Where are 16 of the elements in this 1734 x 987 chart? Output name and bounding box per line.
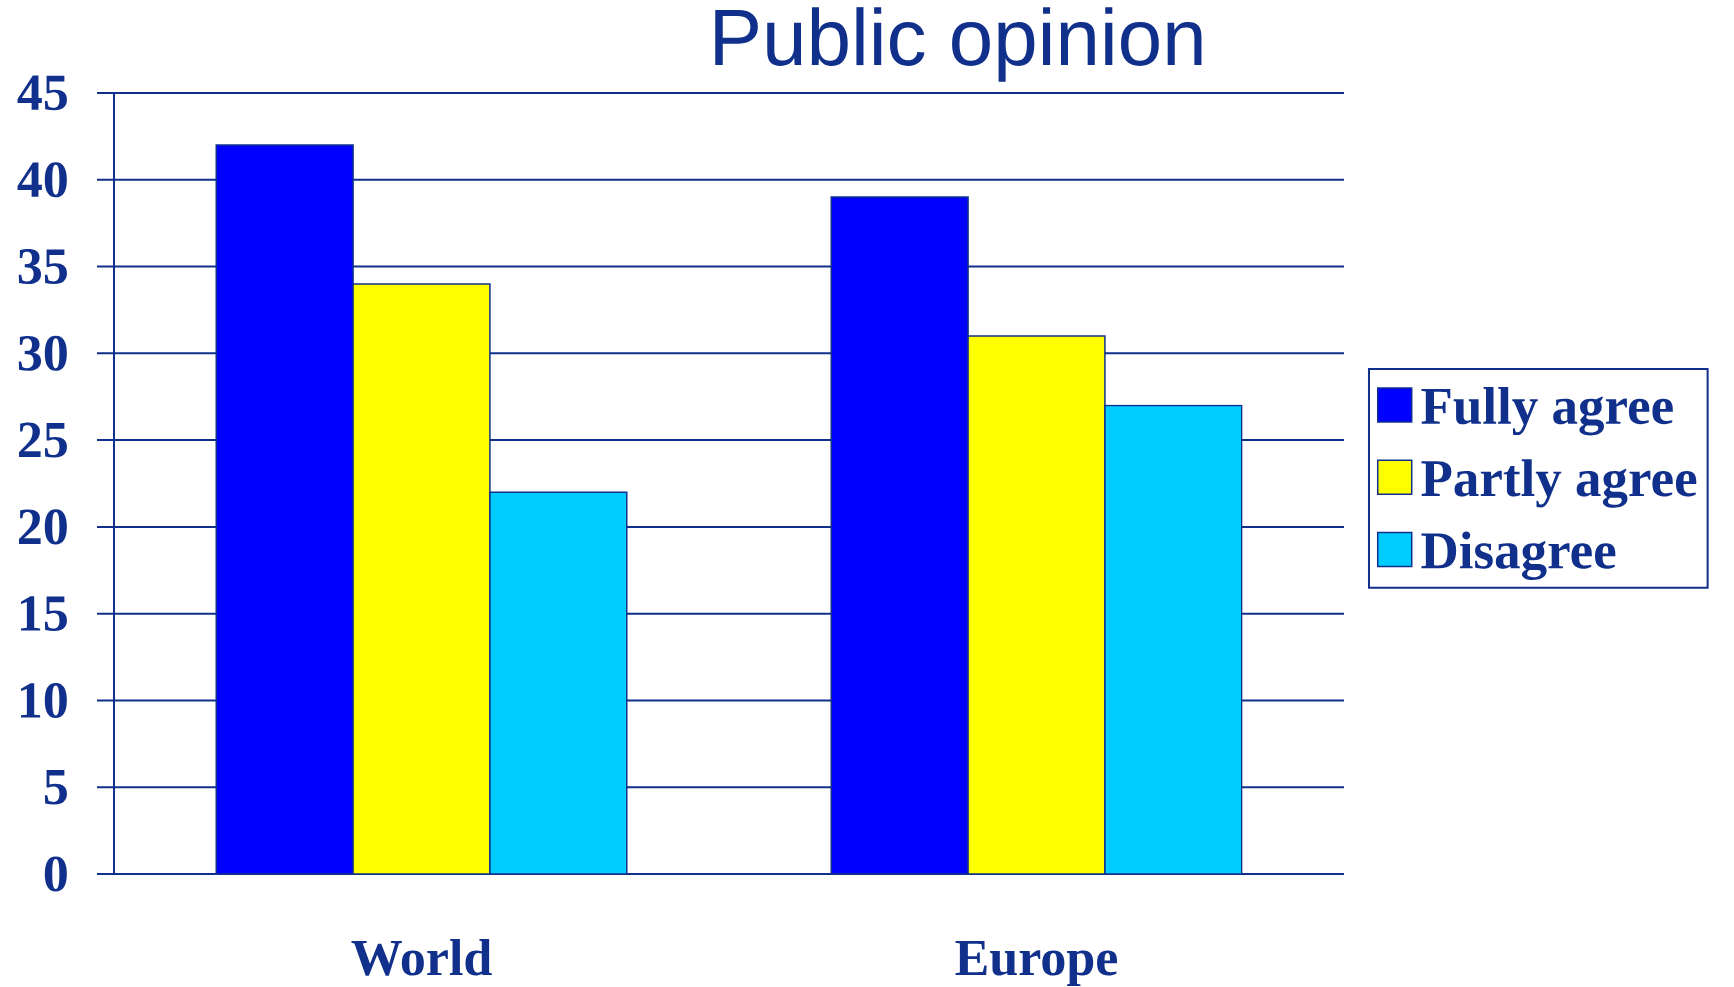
y-tick-label: 10 <box>20 682 67 718</box>
legend-label: Disagree <box>1421 531 1616 580</box>
y-tick-label: 15 <box>20 596 67 632</box>
y-tick-label: 20 <box>18 509 67 545</box>
x-tick-label: Europe <box>955 940 1118 987</box>
legend-label: Partly agree <box>1421 459 1697 508</box>
y-tick-label: 0 <box>44 856 67 892</box>
y-tick-label: 25 <box>18 422 67 458</box>
y-tick-label: 5 <box>44 769 67 805</box>
legend-label: Fully agree <box>1421 386 1673 436</box>
x-tick-label: World <box>351 938 492 976</box>
chart-title: Public opinion <box>715 7 1202 82</box>
y-tick-label: 30 <box>18 335 67 371</box>
y-tick-label: 40 <box>17 162 67 198</box>
y-tick-label: 35 <box>18 249 67 285</box>
y-tick-label: 45 <box>17 75 67 111</box>
